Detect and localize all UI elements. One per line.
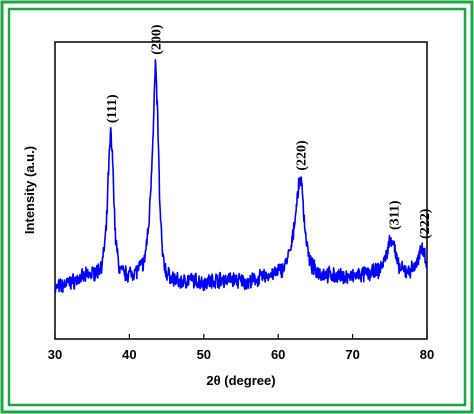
- x-tick-label: 70: [345, 347, 359, 362]
- peak-label: (220): [295, 140, 310, 171]
- xrd-series-line: [54, 58, 428, 294]
- peak-label: (200): [149, 24, 164, 55]
- peak-label: (111): [105, 94, 120, 123]
- y-axis-title: Intensity (a.u.): [22, 146, 37, 234]
- x-tick-label: 30: [48, 347, 62, 362]
- x-tick-label: 60: [271, 347, 285, 362]
- peak-label: (311): [388, 200, 403, 230]
- x-tick-label: 40: [122, 347, 136, 362]
- peak-labels: (111) (200) (220) (311) (222): [105, 24, 433, 239]
- x-axis-title: 2θ (degree): [206, 373, 275, 388]
- x-tick-label: 50: [197, 347, 211, 362]
- x-axis-ticks: 30 40 50 60 70 80: [48, 334, 434, 362]
- plot-area: [54, 41, 428, 340]
- peak-label: (222): [418, 208, 433, 239]
- x-tick-label: 80: [420, 347, 434, 362]
- inner-border: [7, 7, 467, 407]
